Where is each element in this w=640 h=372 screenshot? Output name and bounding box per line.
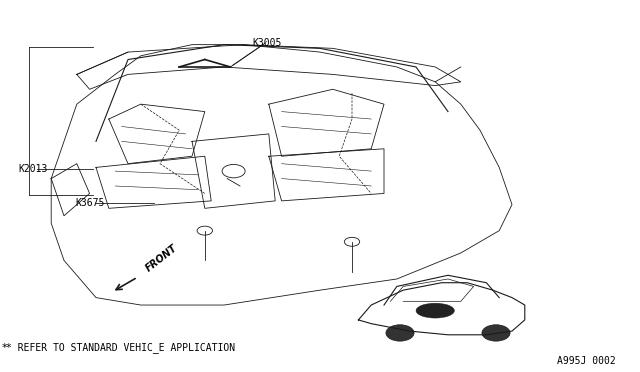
- Ellipse shape: [416, 303, 454, 318]
- Circle shape: [482, 325, 510, 341]
- Text: A995J 0002: A995J 0002: [557, 356, 616, 366]
- Text: *: *: [2, 343, 8, 353]
- Text: * REFER TO STANDARD VEHIC_E APPLICATION: * REFER TO STANDARD VEHIC_E APPLICATION: [6, 343, 236, 353]
- Text: K2013: K2013: [18, 164, 47, 174]
- Text: K3675: K3675: [76, 198, 105, 208]
- Text: FRONT: FRONT: [144, 243, 179, 273]
- Circle shape: [386, 325, 414, 341]
- Text: K3005: K3005: [253, 38, 282, 48]
